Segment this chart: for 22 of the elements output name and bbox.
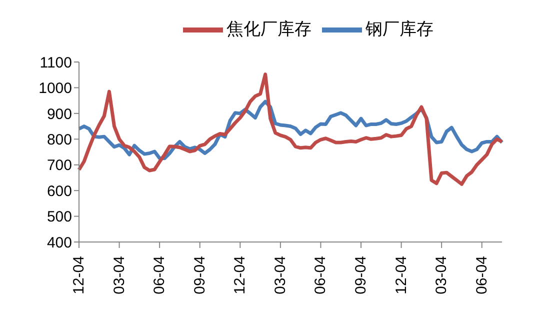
x-tick-label: 06-04 <box>151 256 168 294</box>
x-tick-label: 12-04 <box>70 256 88 294</box>
y-tick-label: 500 <box>46 208 72 226</box>
x-tick-label: 09-04 <box>352 256 370 294</box>
x-tick-label: 06-04 <box>473 256 490 294</box>
x-tick-label: 03-04 <box>272 256 289 294</box>
x-tick-label: 09-04 <box>191 256 208 294</box>
y-tick-label: 800 <box>46 131 72 148</box>
y-tick-label: 400 <box>46 234 72 252</box>
legend-label: 钢厂库存 <box>366 19 434 38</box>
y-tick-label: 1000 <box>38 80 72 98</box>
line-series <box>77 72 504 186</box>
x-tick-label: 03-04 <box>433 256 450 294</box>
x-tick-label: 06-04 <box>312 256 330 294</box>
x-tick-label: 12-04 <box>232 256 249 294</box>
x-tick-label: 12-04 <box>392 256 410 294</box>
y-tick-label: 700 <box>46 157 72 174</box>
y-tick-label: 900 <box>46 106 72 123</box>
legend-label: 焦化厂库存 <box>226 19 312 38</box>
x-tick-label: 03-04 <box>110 256 128 294</box>
y-tick-label: 1100 <box>40 54 72 72</box>
y-tick-label: 600 <box>46 182 72 200</box>
